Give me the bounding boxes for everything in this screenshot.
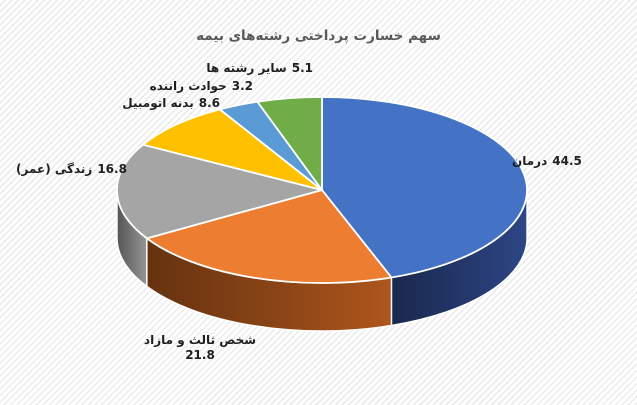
label-other-lines-name: سایر رشته ها <box>206 61 287 75</box>
pie-slice-2 <box>116 143 323 240</box>
label-medical-value: 44.5 <box>552 154 582 168</box>
label-life-insurance-value: 16.8 <box>97 162 127 176</box>
label-auto-body-name: بدنه اتومبیل <box>122 96 194 110</box>
pie-slice-5 <box>256 96 323 191</box>
label-other-lines-value: 5.1 <box>291 61 313 75</box>
chart-title: سهم خسارت پرداختی رشته‌های بیمه <box>196 28 441 44</box>
label-life-insurance-name: زندگی (عمر) <box>16 162 93 176</box>
label-auto-body-value: 8.6 <box>198 96 220 110</box>
label-life-insurance: زندگی (عمر) 16.8 <box>16 162 127 176</box>
pie-slice-1 <box>145 189 393 284</box>
label-driver-accidents: حوادث راننده 3.2 <box>150 79 253 93</box>
label-other-lines: سایر رشته ها 5.1 <box>206 61 313 75</box>
label-third-party-name: شخص ثالث و مازاد <box>143 333 257 347</box>
label-driver-accidents-name: حوادث راننده <box>149 79 227 93</box>
pie-slice-3 <box>142 108 323 191</box>
label-medical: درمان 44.5 <box>512 154 582 168</box>
label-third-party-value: 21.8 <box>185 348 215 362</box>
pie-slice-0 <box>321 96 528 279</box>
label-third-party: شخص ثالث و مازاد 21.8 <box>115 333 285 362</box>
label-medical-name: درمان <box>512 154 548 168</box>
label-driver-accidents-value: 3.2 <box>231 79 253 93</box>
label-auto-body: بدنه اتومبیل 8.6 <box>122 96 220 110</box>
